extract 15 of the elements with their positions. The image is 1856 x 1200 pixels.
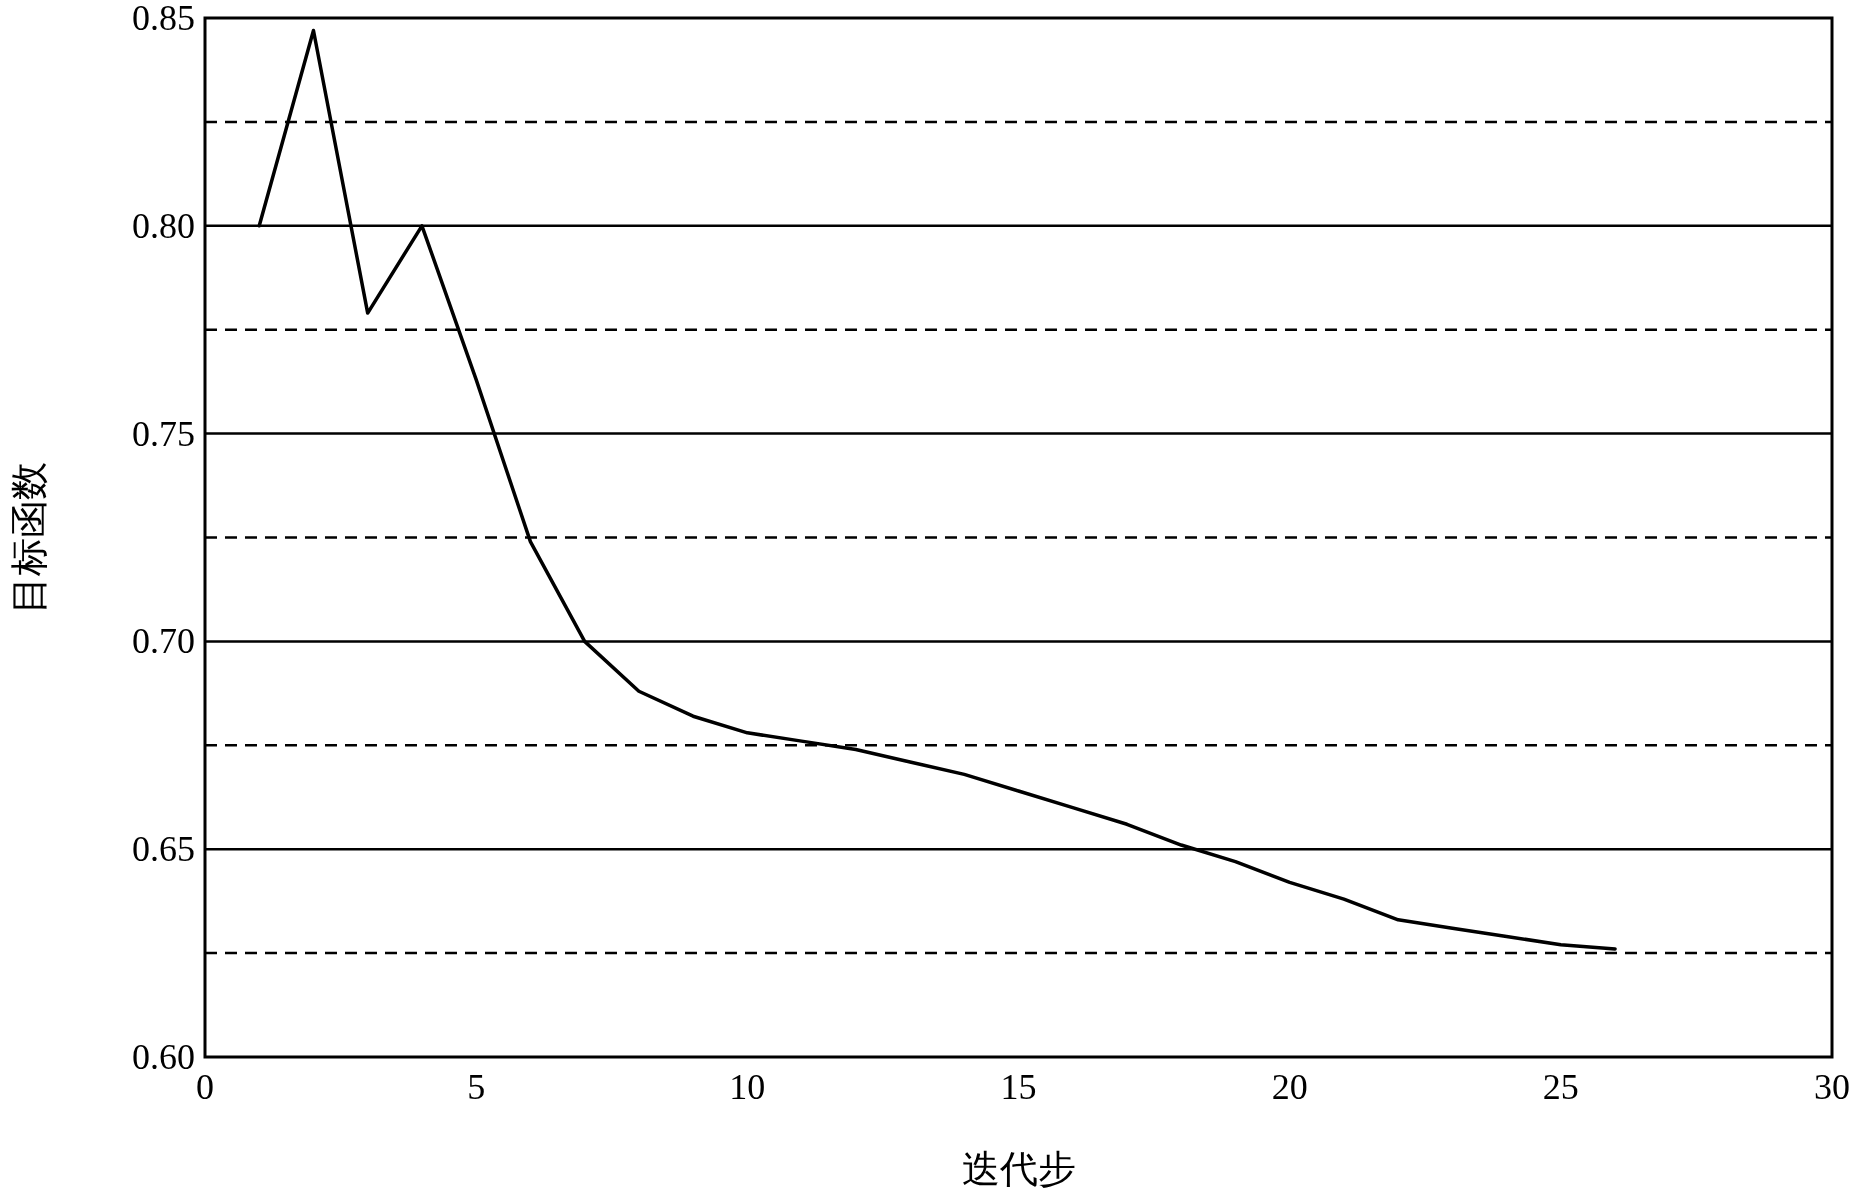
y-tick-label: 0.80 (132, 205, 195, 246)
x-axis-title: 迭代步 (961, 1147, 1076, 1191)
y-axis-title: 目标函数 (7, 461, 51, 614)
x-tick-label: 25 (1542, 1067, 1579, 1107)
y-tick-label: 0.70 (132, 621, 195, 662)
x-tick-label: 0 (196, 1067, 214, 1107)
x-tick-label: 15 (1000, 1067, 1037, 1107)
y-tick-label: 0.65 (132, 829, 195, 870)
y-tick-label: 0.75 (132, 413, 195, 454)
x-tick-label: 30 (1814, 1067, 1850, 1107)
x-tick-label: 10 (729, 1067, 766, 1107)
x-tick-label: 5 (467, 1067, 486, 1107)
x-tick-label: 20 (1271, 1067, 1308, 1107)
y-tick-label: 0.60 (132, 1037, 195, 1077)
y-tick-label: 0.85 (132, 0, 195, 38)
